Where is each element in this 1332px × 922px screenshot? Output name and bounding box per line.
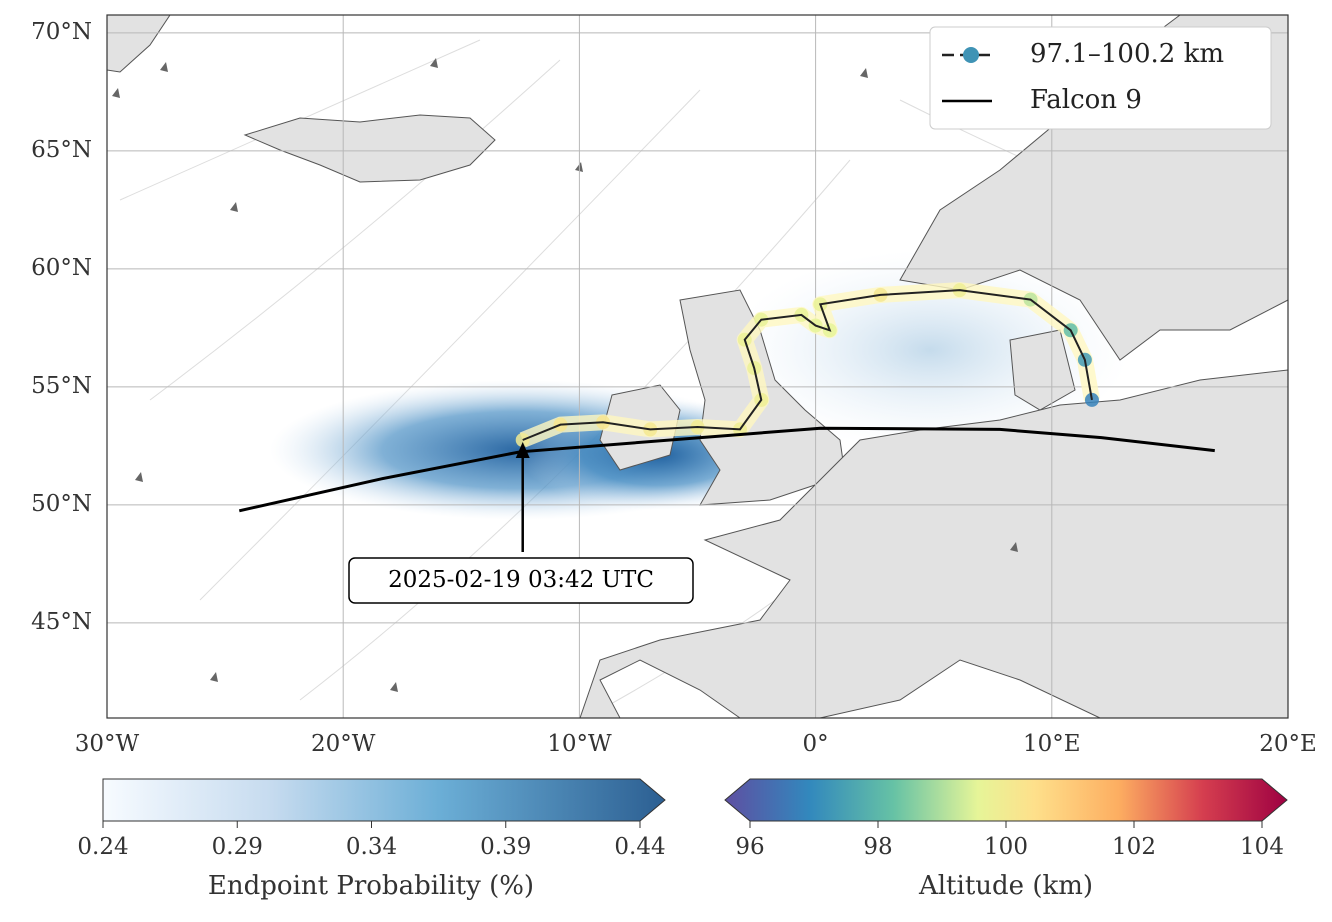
colorbar-ticks: 0.24 0.29 0.34 0.39 0.44 96 98 100 102 104	[77, 821, 1284, 860]
legend-box	[929, 26, 1272, 130]
legend-swatch	[963, 47, 979, 63]
plot-frame	[106, 14, 1289, 719]
colorbar-label: Altitude (km)	[918, 871, 1093, 901]
y-tick-label: 65°N	[31, 137, 92, 163]
y-tick-label: 60°N	[31, 255, 92, 281]
colorbar-tick-label: 96	[735, 834, 764, 860]
colorbar-tick-label: 0.39	[480, 834, 531, 860]
legend-label: 97.1–100.2 km	[1030, 39, 1224, 69]
x-tick-label: 10°E	[1023, 731, 1081, 757]
x-tick-label: 30°W	[75, 731, 140, 757]
fragment-track	[522, 289, 1093, 441]
colorbar-tick-label: 100	[984, 834, 1028, 860]
greenland	[107, 15, 171, 73]
x-tick-label: 20°W	[311, 731, 376, 757]
continent	[579, 369, 1288, 718]
annotation-arrowhead	[515, 442, 530, 459]
colorbar-tick-label: 0.29	[212, 834, 263, 860]
colorbar-label: Endpoint Probability (%)	[208, 871, 534, 901]
wind-arrows	[112, 58, 1018, 692]
colorbar	[724, 778, 1288, 822]
legend: 97.1–100.2 km Falcon 9	[929, 26, 1272, 130]
legend-label: Falcon 9	[1030, 85, 1142, 115]
annotation-text: 2025-02-19 03:42 UTC	[388, 567, 654, 593]
x-tick-label: 0°	[803, 731, 829, 757]
y-tick-label: 45°N	[31, 609, 92, 635]
y-tick-label: 55°N	[31, 373, 92, 399]
colorbar-tick-label: 98	[863, 834, 892, 860]
annotation: 2025-02-19 03:42 UTC	[348, 446, 694, 604]
colorbar	[102, 778, 666, 822]
data	[238, 282, 1215, 513]
falcon9-track	[238, 426, 1215, 513]
y-tick-label: 70°N	[31, 19, 92, 45]
iceland	[243, 114, 496, 183]
x-tick-label: 10°W	[547, 731, 612, 757]
y-tick-label: 50°N	[31, 491, 92, 517]
colorbars: Endpoint Probability (%) Altitude (km)	[102, 778, 1288, 901]
x-tick-label: 20°E	[1259, 731, 1317, 757]
colorbar-tick-label: 0.34	[346, 834, 397, 860]
annotation-box	[348, 557, 694, 604]
colorbar-tick-label: 0.24	[77, 834, 128, 860]
colorbar-tick-label: 0.44	[614, 834, 665, 860]
colorbar-tick-label: 102	[1112, 834, 1156, 860]
colorbar-tick-label: 104	[1240, 834, 1284, 860]
